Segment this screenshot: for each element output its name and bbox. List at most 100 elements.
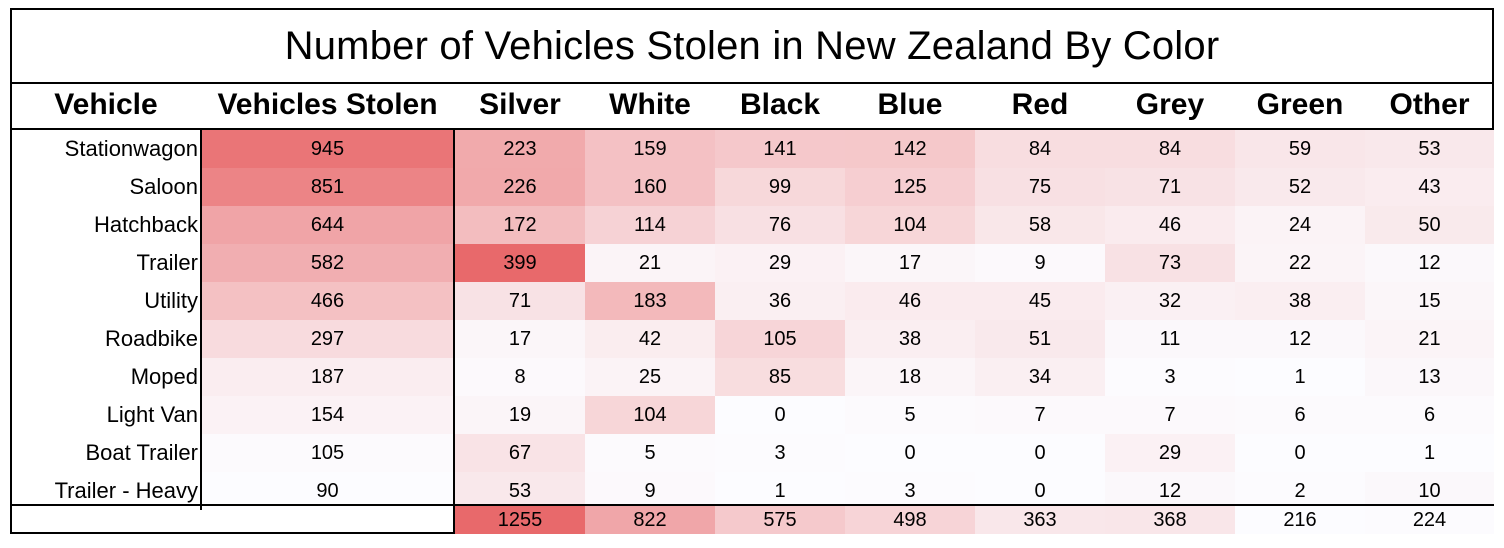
cell-hatchback-other: 50 [1365, 206, 1494, 244]
row-label-roadbike: Roadbike [105, 326, 198, 351]
divider-horizontal-body [12, 504, 455, 506]
cell-trailer-heavy-white: 9 [585, 472, 715, 510]
row-label-stationwagon: Stationwagon [64, 136, 198, 161]
cell-trailer-white: 21 [585, 244, 715, 282]
cell-boat-trailer-black: 3 [715, 434, 845, 472]
cell-roadbike-white: 42 [585, 320, 715, 358]
cell-saloon-other: 43 [1365, 168, 1494, 206]
cell-boat-trailer-green: 0 [1235, 434, 1365, 472]
table-row: Utility 466 71 183 36 46 45 32 38 15 [12, 282, 1494, 320]
cell-light-van-blue: 5 [845, 396, 975, 434]
row-label-utility: Utility [144, 288, 198, 313]
cell-boat-trailer-red: 0 [975, 434, 1105, 472]
cell-trailer-vehicles-stolen: 582 [202, 244, 453, 282]
cell-utility-silver: 71 [455, 282, 585, 320]
total-black: 575 [715, 506, 845, 534]
cell-trailer-heavy-grey: 12 [1105, 472, 1235, 510]
table-row: Light Van 154 19 104 0 5 7 7 6 6 [12, 396, 1494, 434]
cell-trailer-heavy-silver: 53 [455, 472, 585, 510]
cell-utility-red: 45 [975, 282, 1105, 320]
cell-stationwagon-silver: 223 [455, 130, 585, 168]
cell-hatchback-blue: 104 [845, 206, 975, 244]
cell-roadbike-red: 51 [975, 320, 1105, 358]
cell-roadbike-grey: 11 [1105, 320, 1235, 358]
cell-utility-blue: 46 [845, 282, 975, 320]
cell-trailer-heavy-vehicles-stolen: 90 [202, 472, 453, 510]
cell-boat-trailer-vehicles-stolen: 105 [202, 434, 453, 472]
cell-boat-trailer-other: 1 [1365, 434, 1494, 472]
cell-saloon-green: 52 [1235, 168, 1365, 206]
cell-hatchback-white: 114 [585, 206, 715, 244]
table-row: Stationwagon 945 223 159 141 142 84 84 59 53 [12, 130, 1494, 168]
cell-light-van-white: 104 [585, 396, 715, 434]
cell-trailer-heavy-black: 1 [715, 472, 845, 510]
total-silver: 1255 [455, 506, 585, 534]
cell-moped-white: 25 [585, 358, 715, 396]
row-label-trailer: Trailer [136, 250, 198, 275]
cell-saloon-black: 99 [715, 168, 845, 206]
cell-moped-grey: 3 [1105, 358, 1235, 396]
column-header-grey: Grey [1135, 88, 1205, 121]
total-white: 822 [585, 506, 715, 534]
cell-saloon-white: 160 [585, 168, 715, 206]
column-header-green: Green [1256, 88, 1344, 121]
cell-stationwagon-green: 59 [1235, 130, 1365, 168]
cell-utility-other: 15 [1365, 282, 1494, 320]
cell-light-van-silver: 19 [455, 396, 585, 434]
cell-utility-black: 36 [715, 282, 845, 320]
divider-vertical-label [200, 130, 202, 510]
table-row: Trailer - Heavy 90 53 9 1 3 0 12 2 10 [12, 472, 1494, 510]
cell-moped-green: 1 [1235, 358, 1365, 396]
cell-trailer-heavy-red: 0 [975, 472, 1105, 510]
divider-vertical-total [453, 130, 455, 534]
cell-stationwagon-other: 53 [1365, 130, 1494, 168]
cell-saloon-silver: 226 [455, 168, 585, 206]
column-header-other: Other [1389, 88, 1470, 121]
cell-roadbike-blue: 38 [845, 320, 975, 358]
table-row: Boat Trailer 105 67 5 3 0 0 29 0 1 [12, 434, 1494, 472]
cell-trailer-grey: 73 [1105, 244, 1235, 282]
cell-light-van-red: 7 [975, 396, 1105, 434]
cell-boat-trailer-silver: 67 [455, 434, 585, 472]
cell-hatchback-black: 76 [715, 206, 845, 244]
row-label-trailer-heavy: Trailer - Heavy [54, 478, 198, 503]
cell-saloon-vehicles-stolen: 851 [202, 168, 453, 206]
total-blue: 498 [845, 506, 975, 534]
column-header-vehicle: Vehicle [54, 88, 158, 121]
row-label-moped: Moped [130, 364, 198, 389]
cell-hatchback-grey: 46 [1105, 206, 1235, 244]
cell-roadbike-black: 105 [715, 320, 845, 358]
total-red: 363 [975, 506, 1105, 534]
row-label-saloon: Saloon [129, 174, 198, 199]
column-header-vehicles-stolen: Vehicles Stolen [217, 88, 438, 121]
cell-moped-black: 85 [715, 358, 845, 396]
cell-light-van-grey: 7 [1105, 396, 1235, 434]
cell-saloon-grey: 71 [1105, 168, 1235, 206]
divider-horizontal-totals [453, 504, 1494, 506]
cell-moped-vehicles-stolen: 187 [202, 358, 453, 396]
heatmap-table: Number of Vehicles Stolen in New Zealand… [10, 8, 1494, 534]
row-label-hatchback: Hatchback [94, 212, 198, 237]
cell-stationwagon-blue: 142 [845, 130, 975, 168]
cell-trailer-red: 9 [975, 244, 1105, 282]
cell-moped-other: 13 [1365, 358, 1494, 396]
table-row: Moped 187 8 25 85 18 34 3 1 13 [12, 358, 1494, 396]
cell-trailer-black: 29 [715, 244, 845, 282]
cell-boat-trailer-grey: 29 [1105, 434, 1235, 472]
cell-trailer-green: 22 [1235, 244, 1365, 282]
cell-hatchback-vehicles-stolen: 644 [202, 206, 453, 244]
cell-stationwagon-red: 84 [975, 130, 1105, 168]
cell-light-van-vehicles-stolen: 154 [202, 396, 453, 434]
cell-hatchback-green: 24 [1235, 206, 1365, 244]
cell-trailer-heavy-other: 10 [1365, 472, 1494, 510]
cell-stationwagon-vehicles-stolen: 945 [202, 130, 453, 168]
cell-trailer-heavy-blue: 3 [845, 472, 975, 510]
cell-hatchback-red: 58 [975, 206, 1105, 244]
column-header-blue: Blue [877, 88, 943, 121]
cell-trailer-silver: 399 [455, 244, 585, 282]
table-row: Roadbike 297 17 42 105 38 51 11 12 21 [12, 320, 1494, 358]
header-row: Vehicle Vehicles Stolen Silver White Black Bl… [12, 82, 1492, 130]
cell-moped-silver: 8 [455, 358, 585, 396]
cell-trailer-heavy-green: 2 [1235, 472, 1365, 510]
cell-trailer-blue: 17 [845, 244, 975, 282]
